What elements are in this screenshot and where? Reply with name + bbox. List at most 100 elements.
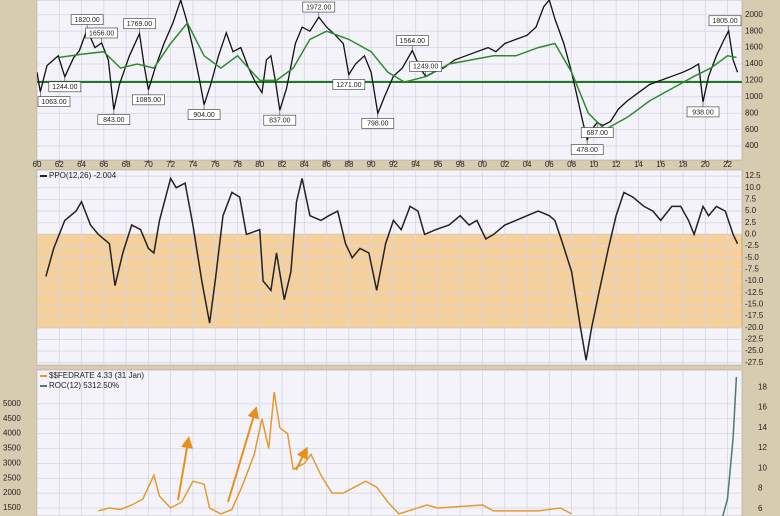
legend-label: PPO(12,26) -2.004 <box>49 171 117 180</box>
series-line <box>37 0 739 142</box>
annotation-label: 1271.00 <box>336 82 361 89</box>
arrow <box>227 406 260 503</box>
y-tick-label: -25.0 <box>745 346 764 355</box>
legend-label: $$FEDRATE 4.33 (31 Jan) <box>49 371 144 380</box>
annotation-box <box>332 79 366 90</box>
y-tick-label: 3500 <box>3 444 21 453</box>
x-tick-label: 72 <box>166 160 175 169</box>
y-tick-label: 2500 <box>3 473 21 482</box>
annotation-box <box>302 1 336 13</box>
y-tick-label: -7.5 <box>745 264 759 273</box>
plot-area <box>36 369 743 516</box>
y2-tick-label: 14 <box>758 423 767 432</box>
plot-content <box>37 170 742 365</box>
annotation-box <box>123 18 156 30</box>
x-tick-label: 14 <box>634 160 643 169</box>
y-tick-label: 1500 <box>3 503 21 512</box>
y-tick-label: 1800 <box>745 26 763 35</box>
x-tick-label: 68 <box>122 160 131 169</box>
annotation-box <box>580 127 614 138</box>
x-tick-label: 86 <box>322 160 331 169</box>
y-tick-label: 3000 <box>3 458 21 467</box>
y-tick-label: -20.0 <box>745 323 764 332</box>
x-tick-label: 64 <box>77 160 86 169</box>
annotation-label: 904.00 <box>193 112 215 119</box>
y-tick-label: 1000 <box>745 92 763 101</box>
x-tick-label: 96 <box>433 160 442 169</box>
y2-tick-label: 6 <box>758 504 763 513</box>
x-tick-label: 84 <box>300 160 309 169</box>
y-tick-label: 5.0 <box>745 206 757 215</box>
y-tick-label: 4500 <box>3 414 21 423</box>
x-tick-label: 70 <box>144 160 153 169</box>
y2-tick-label: 18 <box>758 382 767 391</box>
arrow <box>295 446 308 471</box>
annotation-box <box>263 114 297 126</box>
y-tick-label: -10.0 <box>745 276 764 285</box>
legend-label: ROC(12) 5312.50% <box>49 381 119 390</box>
y-tick-label: 1400 <box>745 59 763 68</box>
x-tick-label: 88 <box>344 160 353 169</box>
annotation-label: 843.00 <box>103 117 125 124</box>
x-tick-label: 76 <box>211 160 220 169</box>
arrow <box>177 436 193 501</box>
annotation-label: 938.00 <box>692 109 714 116</box>
x-tick-label: 20 <box>701 160 710 169</box>
series-line <box>98 391 572 515</box>
y-tick-label: 0.0 <box>745 229 757 238</box>
annotation-box <box>85 27 118 39</box>
x-tick-label: 98 <box>456 160 465 169</box>
annotation-box <box>708 15 742 27</box>
x-tick-label: 12 <box>612 160 621 169</box>
x-tick-label: 90 <box>367 160 376 169</box>
y-tick-label: 2000 <box>745 10 763 19</box>
series-line <box>722 377 738 516</box>
y-tick-label: 1200 <box>745 76 763 85</box>
y-tick-label: 4000 <box>3 429 21 438</box>
annotation-label: 837.00 <box>269 118 291 125</box>
x-tick-label: 60 <box>33 160 42 169</box>
y-tick-label: -17.5 <box>745 311 764 320</box>
y-tick-label: 12.5 <box>745 171 761 180</box>
plot-content <box>37 370 742 516</box>
y-tick-label: -27.5 <box>745 358 764 367</box>
annotation-box <box>37 96 71 107</box>
y-tick-label: 1600 <box>745 43 763 52</box>
annotation-box <box>570 144 604 155</box>
x-tick-label: 82 <box>278 160 287 169</box>
x-tick-label: 78 <box>233 160 242 169</box>
annotation-box <box>409 61 442 72</box>
annotation-label: 1249.00 <box>413 64 438 71</box>
annotation-label: 1769.00 <box>127 21 152 28</box>
y-tick-label: 10.0 <box>745 183 761 192</box>
x-tick-label: 22 <box>723 160 732 169</box>
annotation-label: 798.00 <box>367 121 389 128</box>
y-tick-label: -15.0 <box>745 299 764 308</box>
annotation-box <box>70 14 104 25</box>
annotation-label: 478.00 <box>576 147 598 154</box>
annotation-label: 1820.00 <box>74 17 99 24</box>
y-tick-label: 7.5 <box>745 194 757 203</box>
annotation-label: 687.00 <box>587 130 609 137</box>
annotation-box <box>132 94 165 106</box>
x-tick-label: 02 <box>500 160 509 169</box>
y-tick-label: -22.5 <box>745 334 764 343</box>
y-tick-label: 800 <box>745 108 759 117</box>
annotation-label: 1085.00 <box>136 97 161 104</box>
annotation-box <box>97 114 131 126</box>
y2-tick-label: 12 <box>758 443 767 452</box>
annotation-label: 1564.00 <box>400 38 425 45</box>
x-tick-label: 92 <box>389 160 398 169</box>
y-tick-label: -12.5 <box>745 288 764 297</box>
x-tick-label: 00 <box>478 160 487 169</box>
annotation-box <box>396 35 429 46</box>
annotation-label: 1063.00 <box>41 99 66 106</box>
x-tick-label: 80 <box>255 160 264 169</box>
x-tick-label: 16 <box>656 160 665 169</box>
arrows <box>177 406 308 503</box>
annotation-box <box>686 106 720 118</box>
y-tick-label: 2.5 <box>745 218 757 227</box>
annotation-label: 1805.00 <box>712 18 737 25</box>
y2-tick-label: 8 <box>758 484 763 493</box>
